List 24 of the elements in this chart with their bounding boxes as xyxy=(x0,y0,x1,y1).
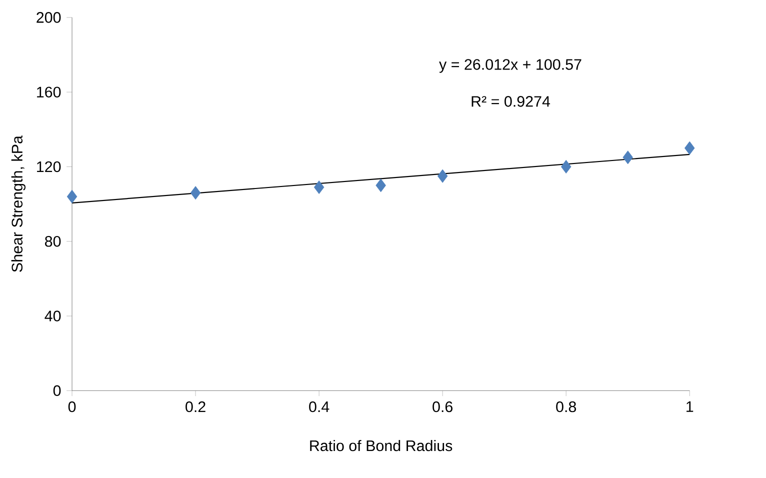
y-tick-label: 40 xyxy=(44,310,61,322)
x-tick-label: 0.4 xyxy=(309,401,330,412)
x-tick-label: 0.6 xyxy=(432,401,452,412)
point xyxy=(437,169,448,183)
point xyxy=(560,160,572,174)
annotation: y = 26.012x + 100.57 xyxy=(439,59,582,73)
y-tick-label: 160 xyxy=(37,86,61,98)
point xyxy=(66,190,78,204)
point xyxy=(376,178,386,192)
y-tick-label: 200 xyxy=(36,12,61,23)
annotation: R² = 0.9274 xyxy=(472,96,550,107)
x-axis-title: Ratio of Bond Radius xyxy=(310,440,452,452)
y-tick-label: 120 xyxy=(37,161,61,172)
point xyxy=(684,141,695,155)
y-tick-label: 0 xyxy=(53,385,61,396)
x-tick-label: 0 xyxy=(68,401,76,412)
y-axis-title: Shear Strength, kPa xyxy=(11,136,26,272)
x-tick-label: 0.2 xyxy=(186,401,206,412)
point xyxy=(190,186,201,200)
x-tick-label: 0.8 xyxy=(556,401,576,412)
x-tick-label: 1 xyxy=(686,401,694,412)
y-tick-label: 80 xyxy=(45,236,61,247)
point xyxy=(622,150,633,164)
point xyxy=(314,180,324,194)
